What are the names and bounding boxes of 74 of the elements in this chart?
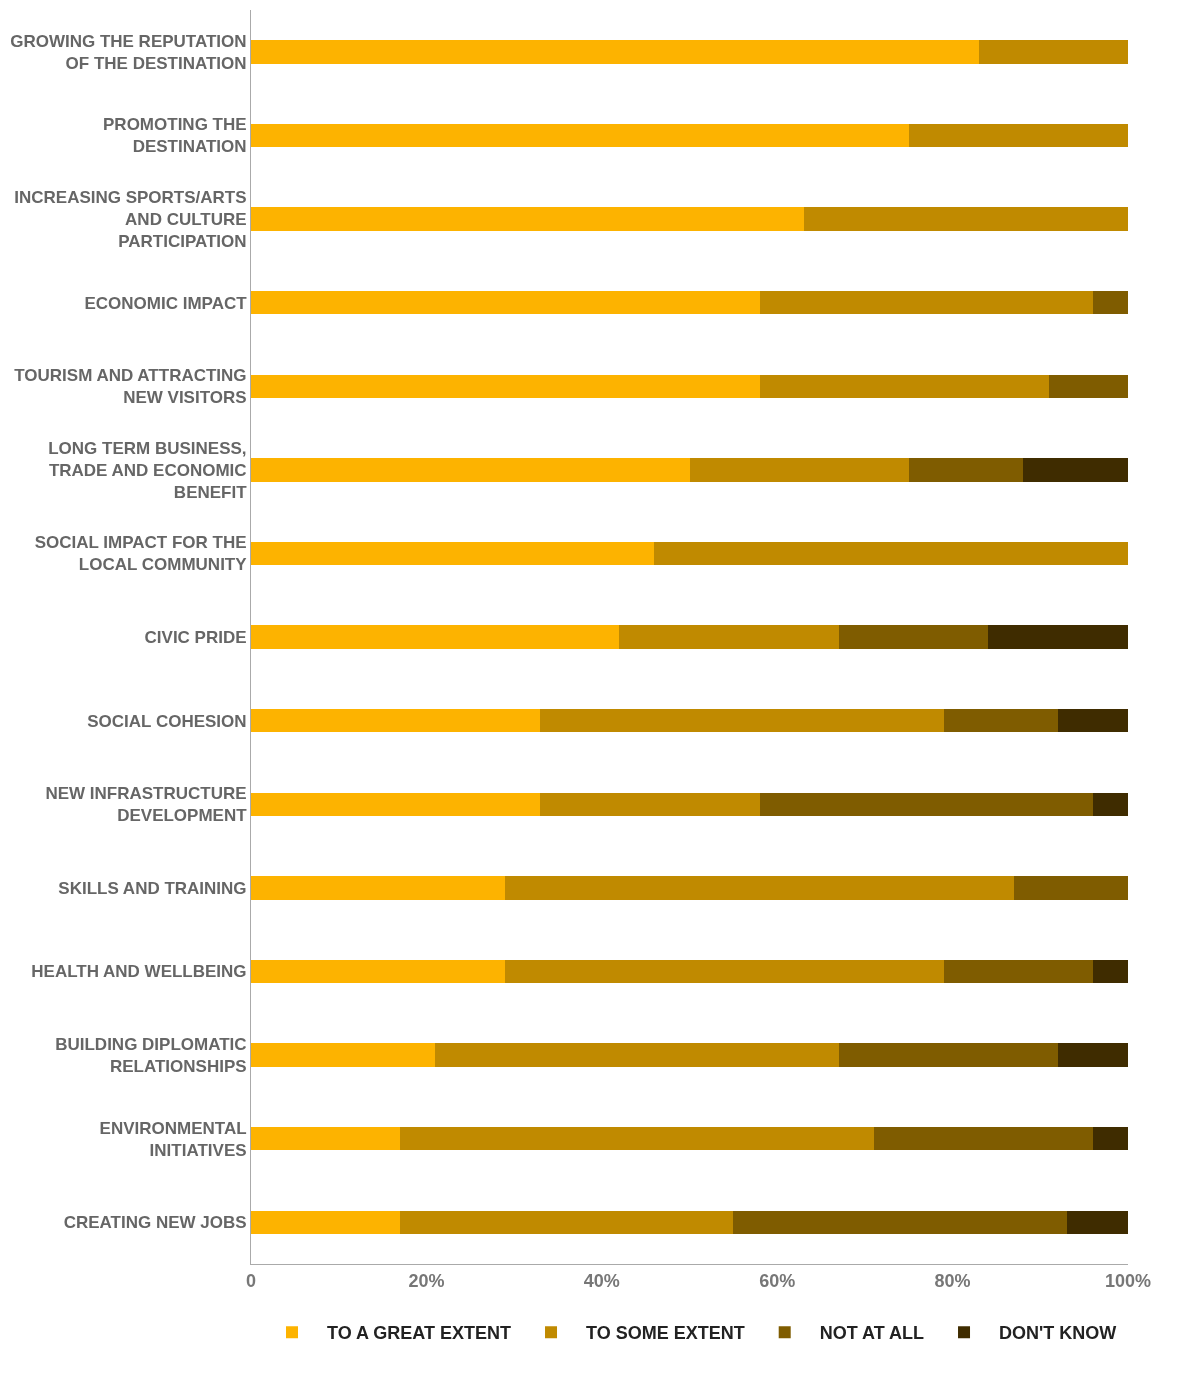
bar — [874, 1127, 1093, 1150]
y-tick-label: HEALTH AND WELLBEING — [31, 962, 247, 982]
bar — [251, 793, 540, 816]
bar — [400, 1127, 874, 1150]
bar — [251, 625, 619, 649]
bar — [988, 625, 1128, 649]
legend-label: DON'T KNOW — [999, 1323, 1117, 1344]
bar — [251, 124, 909, 147]
bar — [251, 40, 979, 64]
legend-label: TO A GREAT EXTENT — [327, 1323, 512, 1344]
bar — [760, 291, 1093, 314]
y-tick-label: PROMOTING THE DESTINATION — [103, 115, 247, 157]
bar — [1093, 960, 1128, 983]
bar — [251, 876, 505, 900]
bar — [1093, 793, 1128, 816]
y-tick-label: CIVIC PRIDE — [144, 627, 247, 647]
bar — [251, 1211, 400, 1234]
bar — [909, 124, 1128, 147]
bar — [839, 625, 988, 649]
bar — [251, 1043, 435, 1067]
y-tick-label: BUILDING DIPLOMATIC RELATIONSHIPS — [55, 1034, 247, 1076]
x-tick-label: 60% — [759, 1270, 796, 1291]
bar — [1058, 1043, 1128, 1067]
y-tick-label: INCREASING SPORTS/ARTS AND CULTURE PARTICIPATION — [14, 187, 247, 252]
y-tick-label: ECONOMIC IMPACT — [84, 293, 248, 313]
y-tick-label: SKILLS AND TRAINING — [58, 878, 247, 898]
bar — [760, 793, 1093, 816]
bar — [540, 793, 760, 816]
bar — [251, 207, 804, 231]
y-tick-label: CREATING NEW JOBS — [63, 1213, 247, 1233]
bar — [804, 207, 1128, 231]
bar — [540, 709, 944, 732]
bar — [1058, 709, 1128, 732]
bar — [619, 625, 839, 649]
bar — [909, 458, 1023, 482]
legend-label: TO SOME EXTENT — [586, 1323, 745, 1344]
legend-label: NOT AT ALL — [819, 1323, 925, 1344]
bar — [944, 960, 1093, 983]
bar — [760, 375, 1049, 398]
bar — [1049, 375, 1128, 398]
bar — [251, 1127, 400, 1150]
x-tick-label: 100% — [1104, 1270, 1152, 1291]
bar — [979, 40, 1128, 64]
x-tick-label: 0 — [245, 1270, 257, 1291]
bar — [251, 709, 540, 732]
bar — [251, 291, 760, 314]
bar — [400, 1211, 733, 1234]
bar — [733, 1211, 1067, 1234]
y-tick-label: TOURISM AND ATTRACTING NEW VISITORS — [14, 366, 247, 408]
bar — [690, 458, 909, 482]
bar — [1093, 1127, 1128, 1150]
bar — [654, 542, 1128, 565]
bar — [435, 1043, 839, 1067]
bar — [1014, 876, 1128, 900]
y-tick-label: ENVIRONMENTAL INITIATIVES — [99, 1118, 247, 1160]
bar — [839, 1043, 1058, 1067]
y-tick-label: SOCIAL COHESION — [87, 711, 247, 731]
bar — [505, 960, 944, 983]
bar — [1093, 291, 1128, 314]
bar — [505, 876, 1014, 900]
y-tick-label: SOCIAL IMPACT FOR THE LOCAL COMMUNITY — [34, 533, 248, 575]
y-tick-label: NEW INFRASTRUCTURE DEVELOPMENT — [45, 784, 248, 826]
bar — [251, 375, 760, 398]
bar — [251, 542, 654, 565]
y-tick-label: GROWING THE REPUTATION OF THE DESTINATION — [10, 31, 247, 73]
x-tick-label: 40% — [583, 1270, 620, 1291]
bar — [1067, 1211, 1128, 1234]
x-tick-label: 20% — [408, 1270, 445, 1291]
x-tick-label: 80% — [934, 1270, 971, 1291]
bar — [944, 709, 1058, 732]
y-tick-label: LONG TERM BUSINESS, TRADE AND ECONOMIC BENEFIT — [48, 438, 248, 502]
bar — [1023, 458, 1128, 482]
bar — [251, 960, 505, 983]
bar — [251, 458, 690, 482]
